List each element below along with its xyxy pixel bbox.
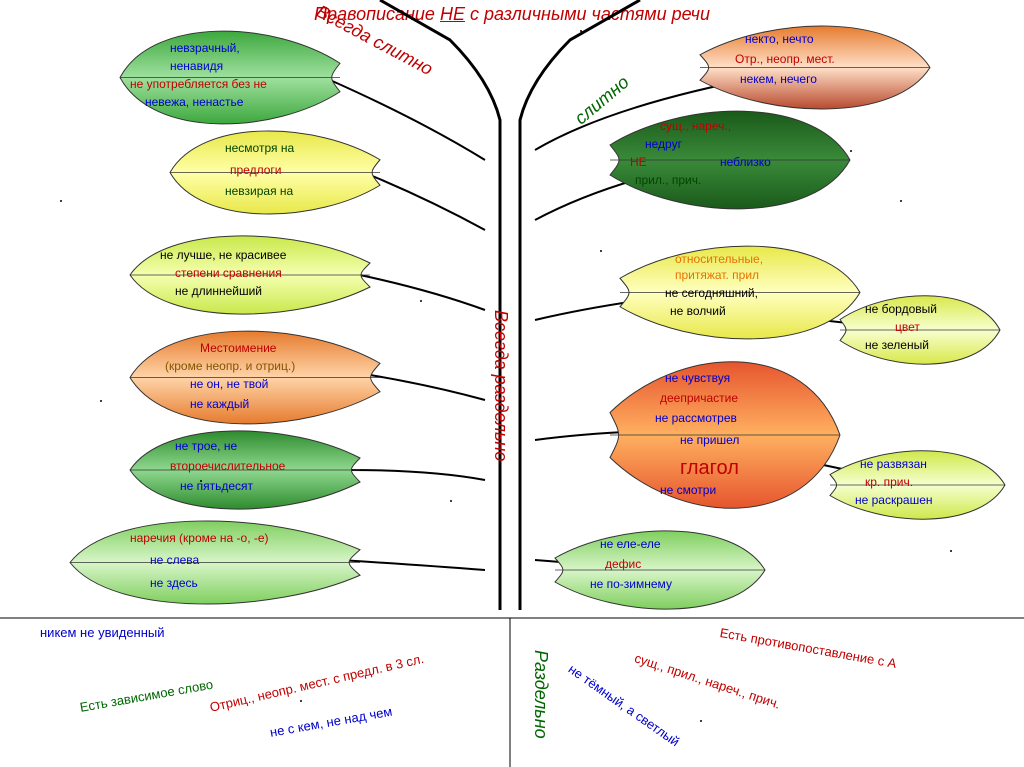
- leaf-text: не бордовый: [865, 301, 937, 317]
- branch: [380, 0, 500, 610]
- leaf-text: деепричастие: [660, 390, 738, 406]
- leaf-text: не слева: [150, 552, 199, 568]
- decorative-dot: [580, 30, 582, 32]
- leaf-text: предлоги: [230, 162, 281, 178]
- decorative-dot: [60, 200, 62, 202]
- bottom-text: никем не увиденный: [40, 625, 165, 640]
- leaf-text: наречия (кроме на -о, -е): [130, 530, 269, 546]
- leaf-text: притяжат. прил: [675, 267, 759, 283]
- leaf-text: не каждый: [190, 396, 249, 412]
- leaf-text: степени сравнения: [175, 265, 282, 281]
- leaf-text: (кроме неопр. и отриц.): [165, 358, 295, 374]
- branch: [370, 175, 485, 230]
- leaf-text: сущ., нареч.,: [660, 118, 731, 134]
- diagram-canvas: Правописание НЕ с различными частями реч…: [0, 0, 1024, 767]
- decorative-dot: [700, 720, 702, 722]
- decorative-dot: [600, 250, 602, 252]
- section-label: Раздельно: [530, 650, 551, 739]
- section-label: Всегда раздельно: [490, 310, 511, 461]
- leaf: [700, 26, 930, 109]
- leaf-text: неблизко: [720, 154, 771, 170]
- leaf-text: не рассмотрев: [655, 410, 737, 426]
- decorative-dot: [900, 200, 902, 202]
- leaf-text: невежа, ненастье: [145, 94, 243, 110]
- leaf-text: ненавидя: [170, 58, 223, 74]
- leaf-text: Отр., неопр. мест.: [735, 51, 835, 67]
- leaf-text: не пятьдесят: [180, 478, 253, 494]
- leaf-text: не трое, не: [175, 438, 237, 454]
- leaf-text: Местоимение: [200, 340, 276, 356]
- decorative-dot: [300, 700, 302, 702]
- branch: [340, 560, 485, 570]
- leaf-text: второечислительное: [170, 458, 285, 474]
- decorative-dot: [450, 500, 452, 502]
- leaf-text: НЕ: [630, 154, 647, 170]
- leaf-text: относительные,: [675, 251, 763, 267]
- leaf-text: не употребляется без не: [130, 76, 267, 92]
- leaf-text: не лучше, не красивее: [160, 247, 286, 263]
- decorative-dot: [200, 480, 202, 482]
- leaf-text: не пришел: [680, 432, 739, 448]
- branch: [370, 375, 485, 400]
- leaf-text: не сегодняшний,: [665, 285, 758, 301]
- leaf-text: невзрачный,: [170, 40, 240, 56]
- leaf-text: не волчий: [670, 303, 726, 319]
- leaf-text: не длиннейший: [175, 283, 262, 299]
- branch: [360, 275, 485, 310]
- leaf-text: кр. прич.: [865, 474, 913, 490]
- branch: [350, 470, 485, 480]
- leaf-text: глагол: [680, 455, 739, 482]
- leaf-text: невзирая на: [225, 183, 293, 199]
- leaf-text: не зеленый: [865, 337, 929, 353]
- decorative-dot: [950, 550, 952, 552]
- leaf-text: цвет: [895, 319, 920, 335]
- leaf-text: не чувствуя: [665, 370, 730, 386]
- leaf-text: не по-зимнему: [590, 576, 672, 592]
- leaf-text: несмотря на: [225, 140, 294, 156]
- leaf-text: прил., прич.: [635, 172, 701, 188]
- leaf-text: не развязан: [860, 456, 927, 472]
- leaf-text: не раскрашен: [855, 492, 933, 508]
- leaf-text: не смотри: [660, 482, 716, 498]
- leaf-text: не здесь: [150, 575, 198, 591]
- decorative-dot: [850, 150, 852, 152]
- decorative-dot: [100, 400, 102, 402]
- leaf-text: недруг: [645, 136, 682, 152]
- leaf-text: не он, не твой: [190, 376, 268, 392]
- leaf-text: дефис: [605, 556, 641, 572]
- leaf-text: некем, нечего: [740, 71, 817, 87]
- decorative-dot: [420, 300, 422, 302]
- leaf-text: некто, нечто: [745, 31, 814, 47]
- leaf-text: не еле-еле: [600, 536, 661, 552]
